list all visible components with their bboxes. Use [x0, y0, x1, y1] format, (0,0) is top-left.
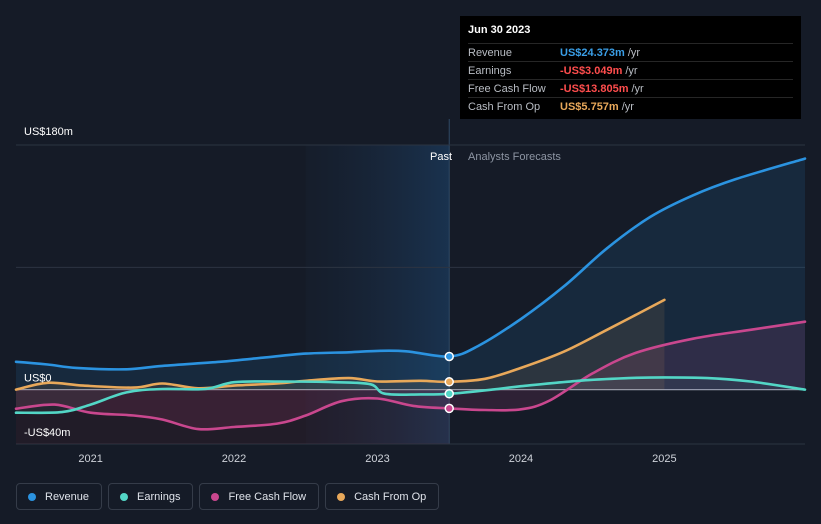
x-axis-labels: 2021 2022 2023 2024 2025: [78, 453, 676, 465]
legend-dot-icon: [337, 492, 346, 501]
past-label: Past: [430, 151, 452, 163]
tooltip-value: US$24.373m: [560, 46, 625, 59]
tooltip-row-free-cash-flow: Free Cash Flow -US$13.805m /yr: [468, 79, 793, 97]
earnings-area: [16, 377, 805, 413]
legend-label: Revenue: [45, 490, 90, 503]
tooltip-label: Cash From Op: [468, 100, 541, 113]
legend-item-revenue[interactable]: Revenue: [16, 483, 103, 510]
free-cash-flow-line: [14, 320, 807, 431]
legend-dot-icon: [28, 492, 36, 501]
x-tick-label: 2021: [78, 453, 102, 465]
x-tick-label: 2022: [222, 453, 246, 465]
cash-from-op-marker: [444, 377, 454, 387]
earnings-line: [14, 376, 807, 415]
revenue-line: [14, 157, 807, 371]
legend: Revenue Earnings Free Cash Flow Cash Fro…: [16, 483, 440, 510]
legend-label: Free Cash Flow: [228, 490, 307, 503]
forecast-label: Analysts Forecasts: [468, 151, 561, 163]
legend-item-free-cash-flow[interactable]: Free Cash Flow: [199, 483, 320, 510]
tooltip-unit: /yr: [621, 100, 634, 113]
series-lines: [14, 157, 807, 431]
legend-item-earnings[interactable]: Earnings: [108, 483, 194, 510]
legend-label: Earnings: [137, 490, 181, 503]
tooltip-label: Free Cash Flow: [468, 82, 546, 95]
tooltip-date: Jun 30 2023: [468, 24, 531, 36]
tooltip-value: US$5.757m: [560, 100, 619, 113]
revenue-area: [16, 158, 805, 390]
tooltip-row-revenue: Revenue US$24.373m /yr: [468, 43, 793, 61]
y-tick-label: US$180m: [24, 126, 73, 138]
tooltip-value: -US$3.049m: [560, 64, 623, 77]
hover-markers: [444, 351, 454, 414]
revenue-marker: [444, 351, 454, 362]
y-tick-label: US$0: [24, 373, 52, 385]
free-cash-flow-area: [16, 321, 805, 430]
free-cash-flow-marker: [444, 403, 454, 414]
tooltip-row-cash-from-op: Cash From Op US$5.757m /yr: [468, 97, 793, 115]
tooltip-unit: /yr: [627, 46, 641, 59]
tooltip-row-earnings: Earnings -US$3.049m /yr: [468, 61, 793, 79]
x-tick-label: 2024: [509, 453, 533, 465]
legend-label: Cash From Op: [354, 490, 427, 503]
cash-from-op-line: [14, 298, 666, 391]
tooltip-label: Earnings: [468, 64, 512, 77]
x-tick-label: 2025: [652, 453, 676, 465]
x-tick-label: 2023: [365, 453, 389, 465]
tooltip-unit: /yr: [625, 64, 638, 77]
legend-dot-icon: [211, 492, 220, 501]
tooltip-unit: /yr: [631, 82, 644, 95]
y-tick-label: -US$40m: [24, 427, 70, 439]
legend-dot-icon: [120, 492, 129, 501]
tooltip-label: Revenue: [468, 46, 513, 59]
tooltip-value: -US$13.805m: [560, 82, 629, 95]
y-axis-labels: US$180m US$0 -US$40m: [24, 126, 73, 439]
earnings-marker: [444, 389, 454, 399]
legend-item-cash-from-op[interactable]: Cash From Op: [325, 483, 440, 510]
negative-tint: [16, 389, 450, 444]
tooltip: Jun 30 2023 Revenue US$24.373m /yr Earni…: [460, 16, 801, 119]
